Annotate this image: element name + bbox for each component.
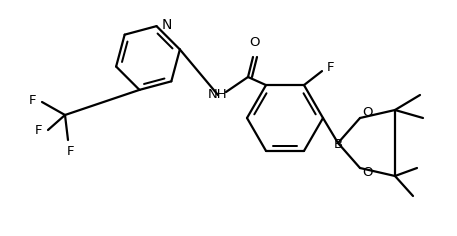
Text: O: O	[362, 106, 372, 119]
Text: B: B	[334, 138, 343, 151]
Text: NH: NH	[208, 88, 228, 101]
Text: O: O	[362, 167, 372, 180]
Text: F: F	[34, 123, 42, 136]
Text: F: F	[28, 94, 36, 108]
Text: N: N	[161, 18, 172, 32]
Text: O: O	[250, 36, 260, 49]
Text: F: F	[67, 145, 75, 158]
Text: F: F	[327, 61, 335, 74]
